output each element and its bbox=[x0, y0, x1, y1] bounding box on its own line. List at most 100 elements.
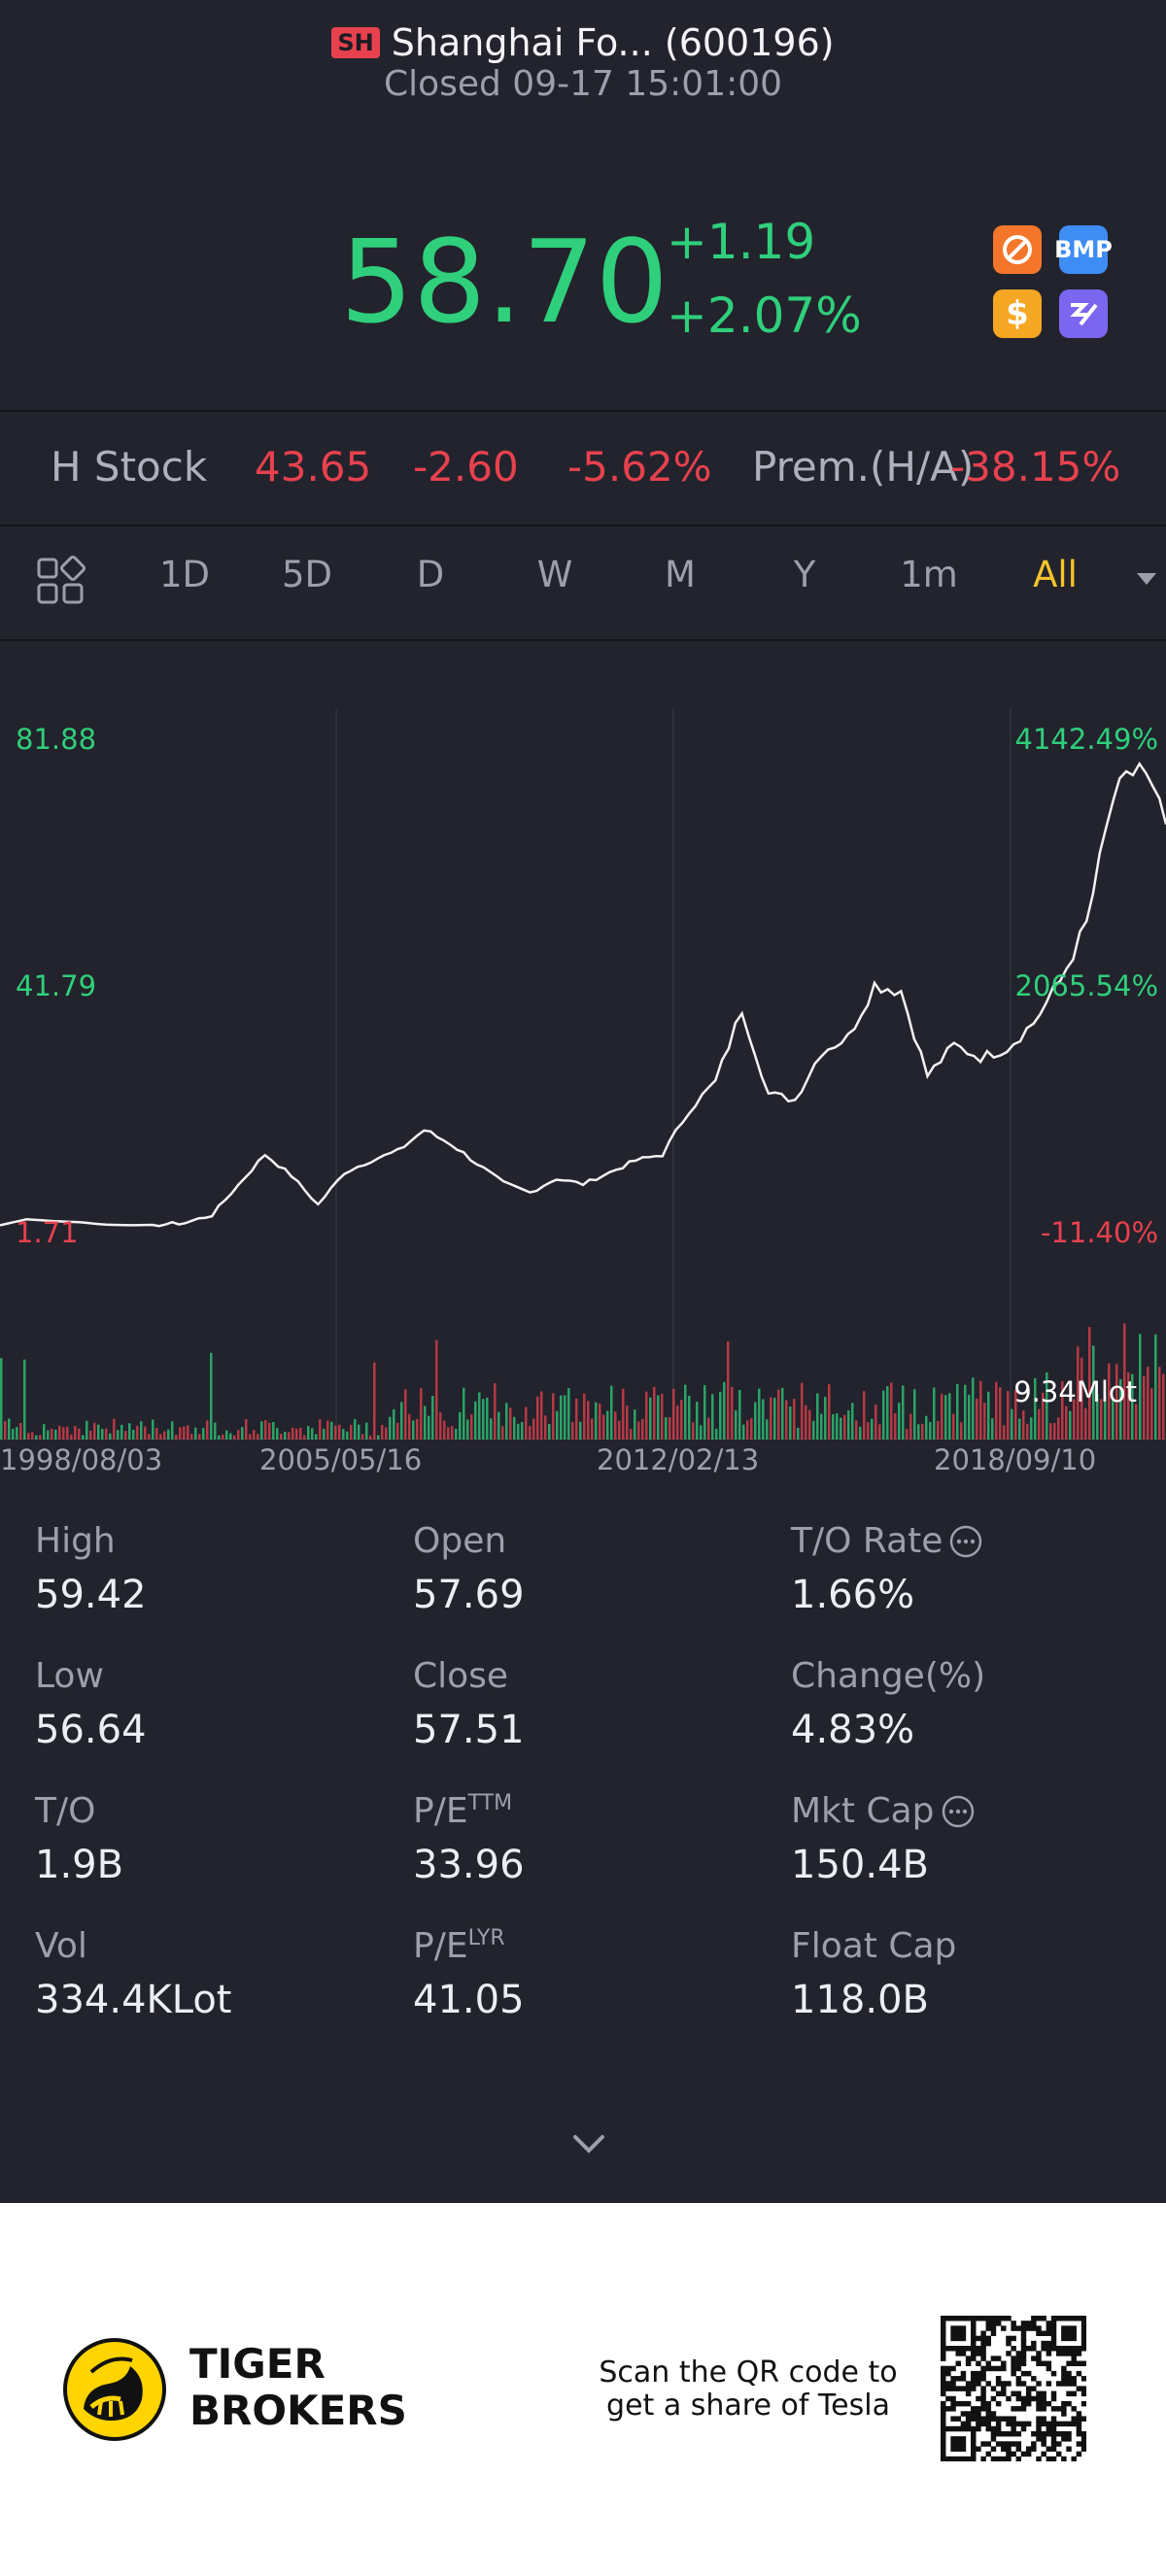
expand-chevron-icon[interactable] bbox=[569, 2133, 608, 2160]
qr-module bbox=[965, 2346, 972, 2352]
qr-module bbox=[976, 2425, 981, 2432]
qr-module bbox=[980, 2351, 986, 2356]
qr-module bbox=[985, 2360, 992, 2367]
qr-module bbox=[990, 2456, 997, 2461]
info-icon[interactable] bbox=[948, 1524, 983, 1559]
volume-bar bbox=[591, 1418, 594, 1440]
stat-low: Low 56.64 bbox=[35, 1656, 413, 1791]
chevron-down-icon[interactable] bbox=[1135, 569, 1158, 593]
volume-bar bbox=[93, 1422, 96, 1440]
qr-module bbox=[960, 2411, 967, 2417]
qr-module bbox=[1015, 2351, 1022, 2356]
volume-bar bbox=[31, 1432, 34, 1440]
qr-module bbox=[1061, 2430, 1067, 2437]
qr-module bbox=[1001, 2446, 1007, 2452]
price-change: +1.19 bbox=[667, 214, 816, 270]
qr-module bbox=[976, 2446, 981, 2452]
volume-bar bbox=[622, 1388, 625, 1440]
y-right-label-bottom: -11.40% bbox=[1040, 1216, 1158, 1249]
qr-module bbox=[971, 2351, 977, 2356]
volume-bar bbox=[1143, 1375, 1146, 1440]
qr-module bbox=[941, 2381, 946, 2387]
qr-module bbox=[1055, 2346, 1062, 2352]
brand-name: TIGER BROKERS bbox=[189, 2341, 407, 2434]
info-icon[interactable] bbox=[941, 1794, 976, 1829]
tab-1d[interactable]: 1D bbox=[158, 554, 211, 595]
volume-bar bbox=[1139, 1334, 1142, 1440]
volume-bar bbox=[1034, 1377, 1037, 1440]
qr-module bbox=[971, 2406, 977, 2412]
qr-module bbox=[941, 2411, 946, 2417]
qr-module bbox=[1015, 2456, 1022, 2461]
qr-module bbox=[990, 2356, 997, 2361]
qr-module bbox=[950, 2335, 956, 2342]
volume-bar bbox=[1053, 1422, 1056, 1440]
qr-module bbox=[941, 2451, 946, 2457]
qr-module bbox=[960, 2376, 967, 2382]
qr-module bbox=[950, 2365, 956, 2372]
volume-bar bbox=[999, 1387, 1002, 1440]
volume-bar bbox=[1014, 1389, 1017, 1440]
volume-bar bbox=[972, 1377, 975, 1440]
tab-all[interactable]: All bbox=[1033, 554, 1078, 595]
volume-bar bbox=[801, 1382, 804, 1440]
stat-close: Close 57.51 bbox=[413, 1656, 791, 1791]
chart-layout-icon[interactable] bbox=[35, 556, 86, 606]
stat-market-cap: Mkt Cap 150.4B bbox=[791, 1791, 976, 1926]
volume-bar bbox=[175, 1435, 178, 1440]
qr-module bbox=[980, 2386, 986, 2391]
tab-y[interactable]: Y bbox=[793, 554, 816, 595]
qr-module bbox=[1025, 2421, 1032, 2427]
volume-bar bbox=[941, 1394, 943, 1440]
qr-module bbox=[985, 2325, 992, 2331]
qr-module bbox=[1076, 2430, 1082, 2437]
qr-module bbox=[995, 2421, 1002, 2427]
volume-bar bbox=[956, 1383, 959, 1440]
qr-module bbox=[965, 2316, 972, 2322]
tab-w[interactable]: W bbox=[536, 554, 573, 595]
volume-bar bbox=[152, 1419, 154, 1440]
symbol-header[interactable]: SH Shanghai Fo... (600196) bbox=[0, 14, 1166, 72]
volume-bar bbox=[350, 1424, 353, 1440]
volume-bar bbox=[707, 1417, 710, 1440]
y-left-label-bottom: 1.71 bbox=[16, 1216, 79, 1249]
qr-module bbox=[955, 2441, 961, 2447]
qr-module bbox=[976, 2351, 981, 2356]
tab-m[interactable]: M bbox=[665, 554, 696, 595]
qr-module bbox=[955, 2446, 961, 2452]
qr-module bbox=[1050, 2436, 1057, 2442]
qr-module bbox=[941, 2430, 946, 2437]
bmp-icon[interactable]: BMP bbox=[1054, 225, 1113, 274]
stats-row: Low 56.64 Close 57.51 Change(%) 4.83% bbox=[35, 1656, 1143, 1791]
tab-5d[interactable]: 5D bbox=[281, 554, 333, 595]
stat-label: Change(%) bbox=[791, 1656, 986, 1696]
qr-module bbox=[955, 2436, 961, 2442]
volume-bar bbox=[202, 1428, 205, 1440]
volume-bar bbox=[1162, 1373, 1165, 1440]
volume-max-label: 9.34Mlot bbox=[1013, 1375, 1137, 1408]
qr-module bbox=[976, 2416, 981, 2422]
qr-module bbox=[1076, 2316, 1082, 2322]
dollar-icon[interactable]: $ bbox=[993, 289, 1042, 338]
volume-bar bbox=[560, 1395, 563, 1440]
purple-app-icon[interactable] bbox=[1059, 289, 1108, 338]
volume-bar bbox=[529, 1426, 532, 1440]
qr-module bbox=[965, 2356, 972, 2361]
tab-1m[interactable]: 1m bbox=[900, 554, 958, 595]
qr-module bbox=[1025, 2370, 1032, 2377]
volume-bar bbox=[661, 1393, 664, 1440]
qr-module bbox=[1076, 2451, 1082, 2457]
qr-module bbox=[1066, 2370, 1072, 2377]
volume-bar bbox=[400, 1402, 403, 1440]
volume-bar bbox=[377, 1435, 380, 1440]
qr-module bbox=[1066, 2421, 1072, 2427]
volume-bar bbox=[171, 1421, 174, 1440]
qr-module bbox=[980, 2365, 986, 2372]
x-label: 2012/02/13 bbox=[597, 1443, 760, 1476]
volume-bar bbox=[311, 1428, 314, 1440]
no-sign-icon[interactable] bbox=[993, 225, 1042, 274]
qr-module bbox=[941, 2390, 946, 2397]
tab-d[interactable]: D bbox=[416, 554, 445, 595]
qr-module bbox=[1015, 2430, 1022, 2437]
price-chart[interactable] bbox=[0, 709, 1166, 1440]
